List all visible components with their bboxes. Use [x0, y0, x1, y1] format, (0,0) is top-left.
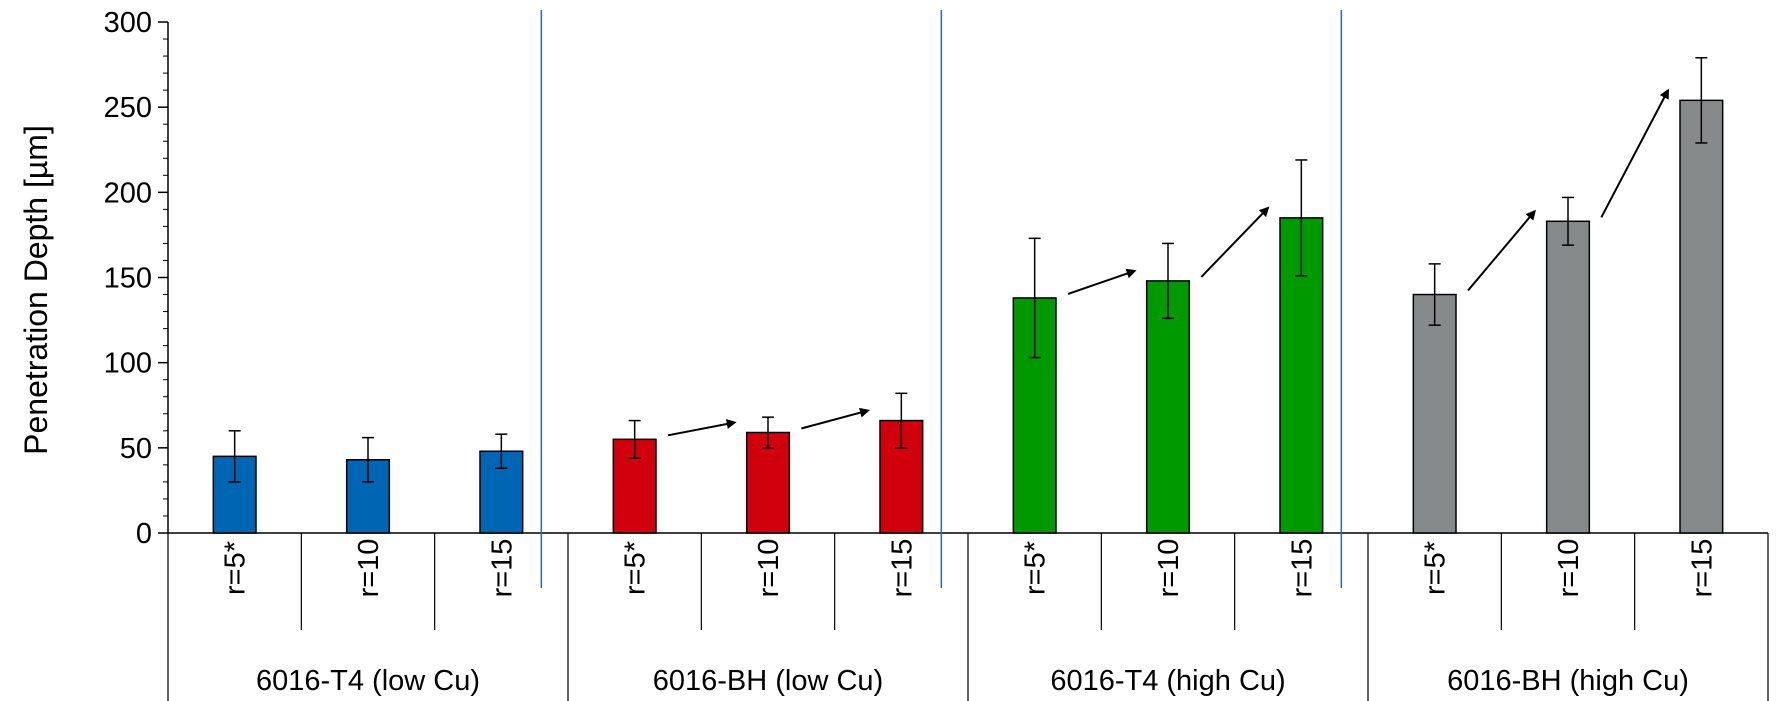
y-tick-label: 200	[104, 177, 152, 209]
bar	[1679, 99, 1724, 534]
category-label: r=5*	[620, 541, 652, 595]
bar	[1412, 293, 1457, 534]
category-label: r=10	[1153, 539, 1185, 598]
category-label: r=10	[1553, 539, 1585, 598]
y-axis-label: Penetration Depth [µm]	[18, 125, 54, 455]
category-label: r=15	[1286, 539, 1318, 598]
trend-arrow	[1467, 209, 1536, 292]
trend-arrow	[1200, 206, 1270, 278]
group-label: 6016-T4 (low Cu)	[256, 665, 480, 697]
bar	[1545, 220, 1591, 534]
category-label: r=15	[886, 539, 918, 598]
category-label: r=15	[486, 539, 518, 598]
y-tick-label: 50	[120, 433, 152, 465]
y-tick-label: 300	[104, 7, 152, 39]
category-label: r=5*	[1420, 541, 1452, 595]
y-tick-label: 250	[104, 92, 152, 124]
group-label: 6016-BH (low Cu)	[653, 665, 883, 697]
category-label: r=5*	[220, 541, 252, 595]
group-label: 6016-BH (high Cu)	[1447, 665, 1689, 697]
trend-arrow	[801, 407, 870, 430]
trend-arrow	[667, 419, 737, 437]
labels-layer: 0 50 100 150 200 250 300 r=5* r=10 r=15 6016-T4 (l…	[104, 7, 1719, 697]
category-label: r=10	[353, 539, 385, 598]
y-tick-label: 150	[104, 263, 152, 295]
y-tick-label: 100	[104, 348, 152, 380]
trend-arrow	[1600, 88, 1669, 218]
group-label: 6016-T4 (high Cu)	[1050, 665, 1285, 697]
category-label: r=15	[1686, 539, 1718, 598]
bars-layer	[212, 57, 1724, 534]
category-label: r=10	[753, 539, 785, 598]
y-tick-label: 0	[136, 518, 152, 550]
bar	[745, 431, 791, 534]
trend-arrow	[1067, 268, 1137, 295]
bar	[1145, 280, 1191, 534]
bar	[212, 455, 257, 534]
axes-layer	[158, 10, 1769, 701]
category-label: r=5*	[1020, 541, 1052, 595]
